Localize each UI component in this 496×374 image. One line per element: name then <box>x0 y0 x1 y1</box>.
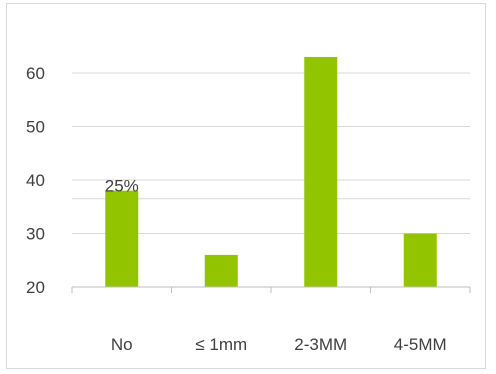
x-tick-label: 4-5MM <box>394 335 447 354</box>
bar-0 <box>105 190 139 287</box>
bars <box>105 56 437 288</box>
chart-frame <box>6 3 486 369</box>
x-axis <box>71 286 471 293</box>
data-labels: 25% <box>105 177 139 196</box>
data-label: 25% <box>105 177 139 196</box>
y-tick-label: 30 <box>26 225 45 244</box>
x-tick-label: No <box>111 335 133 354</box>
bar-2 <box>304 56 338 288</box>
y-tick-label: 50 <box>26 118 45 137</box>
y-tick-label: 20 <box>26 278 45 297</box>
y-tick-labels: 20 30 40 50 60 <box>26 64 45 297</box>
x-tick-label: ≤ 1mm <box>195 335 247 354</box>
x-tick-labels: No ≤ 1mm 2-3MM 4-5MM <box>111 335 447 354</box>
y-tick-label: 60 <box>26 64 45 83</box>
bar-1 <box>204 254 238 287</box>
bar-3 <box>403 233 437 287</box>
x-tick-label: 2-3MM <box>294 335 347 354</box>
gridlines <box>72 72 470 234</box>
y-tick-label: 40 <box>26 171 45 190</box>
